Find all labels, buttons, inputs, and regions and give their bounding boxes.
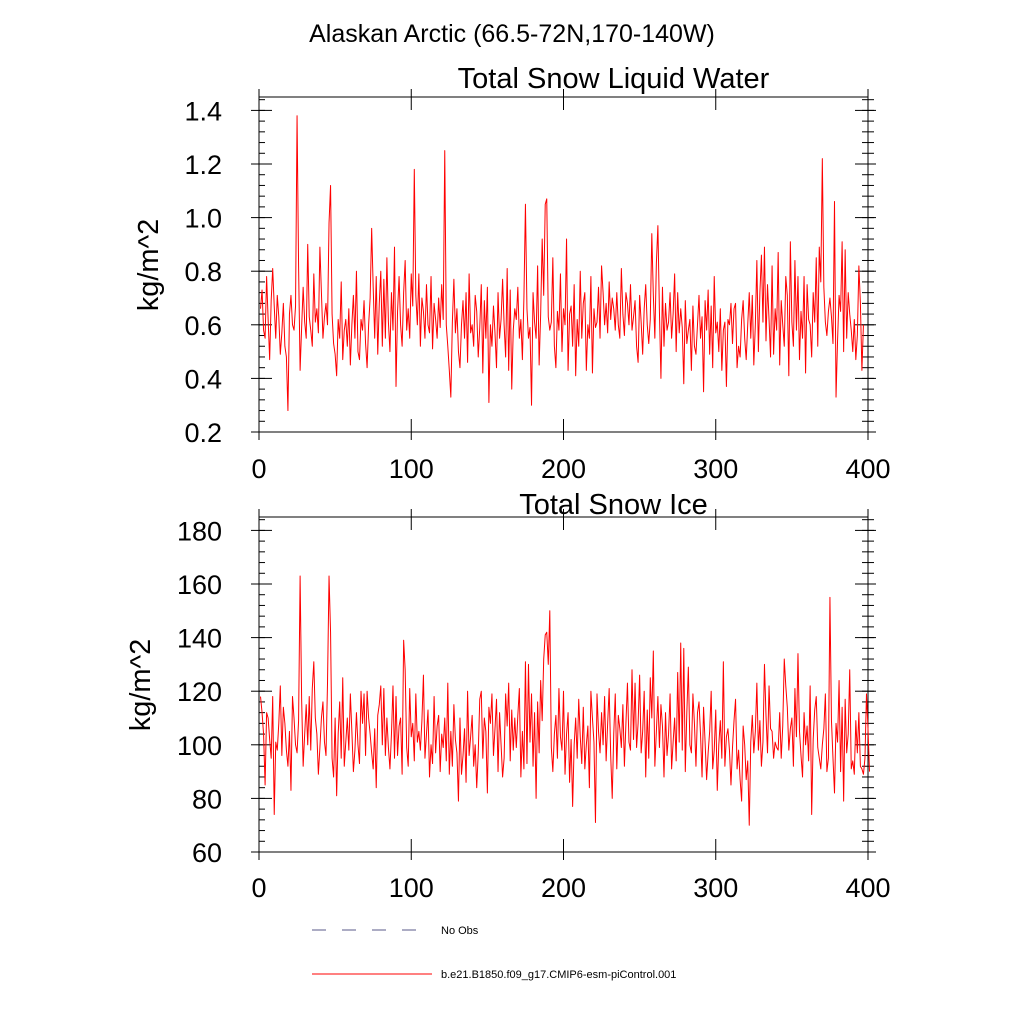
x-tick-label: 400 <box>845 873 890 903</box>
legend: No Obs b.e21.B1850.f09_g17.CMIP6-esm-piC… <box>312 925 676 981</box>
y-tick-label: 60 <box>192 838 222 868</box>
y-tick-label: 0.2 <box>184 418 222 448</box>
y-axis-label: kg/m^2 <box>125 639 157 732</box>
y-tick-label: 80 <box>192 784 222 814</box>
y-tick-label: 0.6 <box>184 311 222 341</box>
series-line-snow-ice <box>260 575 871 826</box>
y-tick-label: 0.8 <box>184 257 222 287</box>
y-axis-label: kg/m^2 <box>133 219 165 312</box>
y-tick-label: 120 <box>177 677 222 707</box>
series-line-liquid-water <box>260 115 864 412</box>
legend-label-no-obs: No Obs <box>441 925 479 937</box>
y-tick-label: 0.4 <box>184 364 222 394</box>
y-tick-label: 140 <box>177 624 222 654</box>
x-tick-label: 200 <box>541 454 586 484</box>
y-tick-label: 180 <box>177 516 222 546</box>
x-tick-label: 0 <box>251 873 266 903</box>
x-tick-label: 300 <box>693 454 738 484</box>
x-tick-label: 300 <box>693 873 738 903</box>
panel-snow-ice: Total Snow Ice kg/m^2 60 80 100 120 140 160 180 0… <box>125 489 891 903</box>
plot-frame <box>258 516 869 853</box>
panel-liquid-water: Total Snow Liquid Water kg/m^2 0.2 0.4 0.6 0.… <box>133 63 891 484</box>
x-tick-label: 400 <box>845 454 890 484</box>
chart-title: Total Snow Ice <box>519 489 708 521</box>
legend-label-model: b.e21.B1850.f09_g17.CMIP6-esm-piControl.… <box>441 969 676 981</box>
chart-title: Total Snow Liquid Water <box>458 63 770 95</box>
y-tick-label: 160 <box>177 570 222 600</box>
y-tick-label: 100 <box>177 731 222 761</box>
x-tick-label: 200 <box>541 873 586 903</box>
y-tick-label: 1.0 <box>184 204 222 234</box>
figure-title: Alaskan Arctic (66.5-72N,170-140W) <box>309 20 715 48</box>
x-tick-label: 0 <box>251 454 266 484</box>
y-tick-label: 1.2 <box>184 150 222 180</box>
plot-frame <box>258 96 869 433</box>
x-tick-label: 100 <box>389 454 434 484</box>
y-tick-label: 1.4 <box>184 96 222 126</box>
x-tick-label: 100 <box>389 873 434 903</box>
